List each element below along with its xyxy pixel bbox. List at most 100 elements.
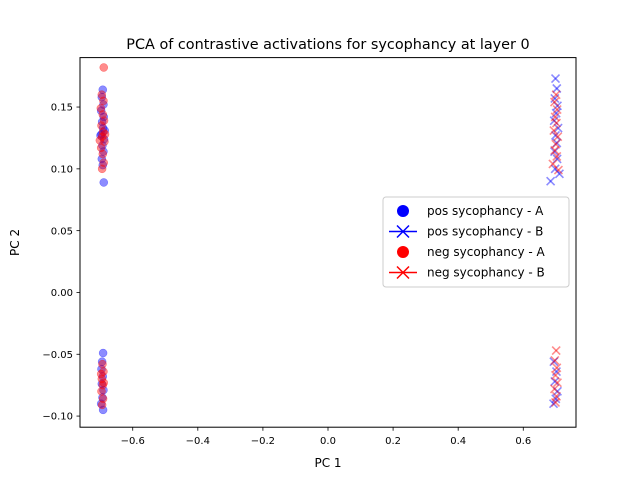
data-point-circle	[99, 367, 108, 376]
data-point-circle	[99, 63, 109, 72]
legend-label: pos sycophancy - B	[427, 225, 543, 239]
data-point-x	[553, 165, 563, 175]
data-point-x	[546, 176, 556, 186]
data-point-circle	[96, 106, 106, 116]
data-point-x	[552, 83, 562, 94]
data-point-x	[552, 151, 562, 162]
data-point-circle	[98, 160, 108, 170]
legend-marker-circle	[397, 246, 409, 258]
legend: pos sycophancy - A pos sycophancy - B neg …	[382, 196, 570, 288]
data-point-circle	[97, 129, 106, 139]
legend-marker-circle	[397, 205, 409, 217]
data-point-x	[548, 159, 558, 169]
x-tick-label: 0.4	[450, 436, 466, 447]
data-point-circle	[96, 143, 106, 153]
data-point-circle	[97, 92, 107, 102]
y-axis-label: PC 2	[8, 229, 22, 256]
data-point-x	[550, 145, 560, 155]
y-tick-label: −0.10	[42, 412, 73, 423]
data-point-x	[550, 397, 561, 408]
data-point-x	[549, 357, 559, 367]
data-point-x	[549, 146, 560, 157]
data-point-circle	[99, 116, 109, 125]
data-point-circle	[96, 104, 106, 113]
data-point-circle	[99, 147, 108, 156]
data-point-circle	[99, 100, 108, 109]
legend-marker-x	[396, 265, 410, 280]
x-tick-label: −0.4	[186, 436, 210, 447]
data-point-x	[553, 123, 563, 133]
data-point-circle	[97, 387, 106, 396]
data-point-x	[550, 130, 561, 141]
y-tick-label: 0.10	[51, 164, 73, 175]
legend-box	[382, 196, 570, 288]
y-tick-label: −0.05	[42, 350, 73, 361]
data-point-x	[549, 125, 559, 136]
data-point-circle	[98, 405, 108, 415]
x-tick-label: 0.0	[320, 436, 336, 447]
data-point-x	[548, 399, 559, 409]
data-point-circle	[99, 112, 109, 122]
data-point-x	[551, 345, 561, 356]
x-tick-label: −0.6	[121, 436, 145, 447]
data-point-circle	[97, 400, 107, 410]
data-point-circle	[99, 378, 109, 387]
data-point-circle	[98, 85, 108, 94]
legend-label: neg sycophancy - A	[427, 245, 546, 259]
data-point-x	[554, 169, 564, 179]
data-point-circle	[97, 357, 107, 366]
x-tick-label: −0.2	[251, 436, 275, 447]
data-point-circle	[98, 348, 108, 358]
y-tick-label: 0.05	[51, 226, 73, 237]
data-point-circle	[98, 393, 107, 402]
data-point-circle	[97, 117, 107, 127]
data-point-circle	[99, 158, 109, 167]
data-point-circle	[98, 141, 107, 150]
x-tick-label: 0.2	[385, 436, 401, 447]
data-point-circle	[97, 164, 107, 174]
data-point-x	[553, 132, 563, 142]
y-axis: −0.10 −0.05 0.00 0.05 0.10 0.15	[42, 103, 80, 423]
data-point-circle	[97, 90, 107, 99]
data-point-x	[551, 394, 561, 404]
data-point-x	[551, 118, 562, 128]
data-point-x	[550, 355, 560, 366]
data-point-circle	[100, 129, 110, 139]
data-point-circle	[95, 136, 105, 145]
data-point-circle	[99, 385, 108, 395]
x-axis-label: PC 1	[314, 456, 341, 470]
x-axis: −0.6 −0.4 −0.2 0.0 0.2 0.4 0.6	[121, 427, 531, 447]
data-point-circle	[97, 154, 107, 164]
data-point-circle	[99, 134, 109, 144]
data-point-circle	[97, 121, 106, 130]
data-point-x	[552, 138, 562, 148]
data-point-circle	[98, 394, 108, 404]
data-point-x	[550, 112, 560, 122]
data-point-x	[549, 116, 559, 126]
data-point-x	[551, 108, 561, 118]
data-point-circle	[98, 123, 108, 133]
data-point-x	[552, 363, 562, 373]
y-tick-label: 0.15	[51, 103, 73, 114]
data-point-x	[552, 101, 563, 111]
data-point-x	[550, 93, 560, 103]
data-point-x	[551, 90, 561, 100]
legend-marker-x	[396, 224, 410, 239]
data-point-circle	[96, 369, 106, 379]
data-point-circle	[97, 374, 107, 384]
data-point-circle	[98, 380, 108, 390]
data-point-x	[549, 384, 560, 394]
data-point-circle	[98, 149, 108, 159]
x-tick-label: 0.6	[515, 436, 531, 447]
data-point-x	[551, 391, 562, 401]
data-point-circle	[96, 399, 106, 408]
data-point-x	[552, 154, 562, 164]
data-point-x	[550, 370, 561, 380]
data-point-circle	[97, 132, 107, 141]
data-point-circle	[98, 127, 108, 137]
data-point-x	[550, 74, 561, 84]
data-point-x	[549, 97, 560, 107]
data-point-x	[552, 104, 562, 115]
data-point-circle	[98, 359, 107, 369]
